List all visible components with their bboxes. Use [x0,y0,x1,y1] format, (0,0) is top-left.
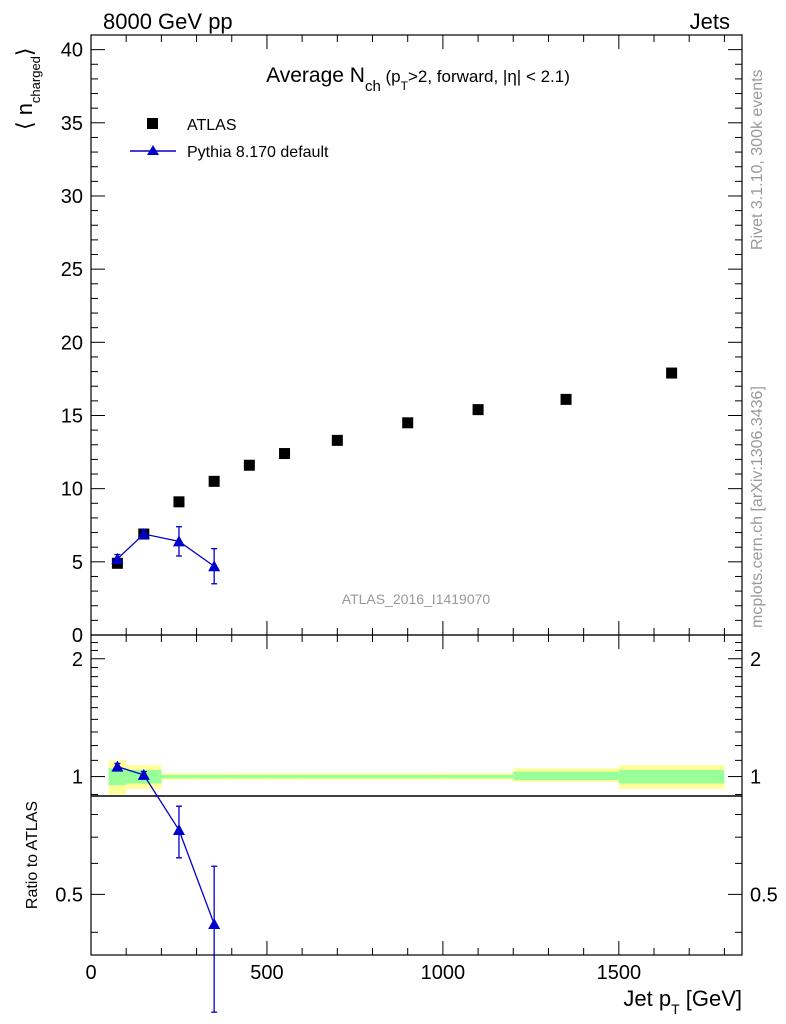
ratio-inner-band [196,774,232,779]
watermark: ATLAS_2016_I1419070 [342,591,491,607]
header-left: 8000 GeV pp [103,9,233,34]
x-tick-label: 1000 [421,962,466,984]
main-y-tick-label: 30 [61,186,83,208]
x-axis-label: Jet pT [GeV] [623,986,742,1017]
ratio-inner-band [231,774,267,779]
pythia-series-line [116,533,215,567]
ratio-panel: 0.5 0.5 1 1 2 2 0 500 1000 1500 Ratio to ATLAS Je… [24,634,778,1017]
ratio-inner-band [108,768,127,786]
pythia-point [111,552,124,564]
ratio-y-axis-label: Ratio to ATLAS [24,801,41,909]
pythia-point [172,535,185,547]
ratio-y-tick-label-right: 0.5 [750,884,778,906]
x-tick-label: 500 [250,962,283,984]
legend-label-atlas: ATLAS [187,117,237,134]
main-y-tick-label: 35 [61,113,83,135]
atlas-point [208,475,220,487]
main-y-tick-label: 25 [61,259,83,281]
title-detail-a: (p [381,67,401,86]
ratio-pythia-line [117,766,215,925]
x-axis-label-main: Jet p [623,986,671,1011]
ratio-y-tick-label-right: 1 [750,767,761,789]
ratio-pythia-point [208,918,221,930]
y-axis-label-main: ⟨ n [12,103,37,130]
legend-marker-pythia [147,145,159,155]
x-axis-label-unit: [GeV] [680,986,742,1011]
ratio-inner-band [302,774,373,779]
pythia-point [208,560,221,572]
x-tick-label: 0 [85,962,96,984]
chart-title: Average Nch (pT>2, forward, |η| < 2.1) [266,64,570,95]
ratio-pythia-point [172,824,185,836]
y-axis-label: ⟨ ncharged⟩ [12,47,43,130]
atlas-point [279,448,291,460]
legend-label-pythia: Pythia 8.170 default [187,144,329,161]
atlas-point [472,404,484,416]
y-axis-label-close: ⟩ [12,47,37,56]
pythia-point [137,528,150,540]
header-right: Jets [690,9,730,34]
ratio-inner-band [372,774,443,779]
title-detail-sub: T [401,79,409,93]
ratio-pythia-point [111,760,124,772]
ratio-inner-band [618,769,725,784]
title-main: Average N [266,64,365,87]
y-axis-label-sub: charged [28,56,43,103]
ratio-pythia-point [137,768,150,780]
main-y-tick-label: 0 [72,625,83,647]
ratio-inner-band [161,774,197,779]
atlas-point [331,434,343,446]
atlas-point [666,367,678,379]
atlas-point [243,459,255,471]
title-detail-b: >2, forward, |η| < 2.1) [408,67,570,86]
atlas-point [402,417,414,429]
ratio-inner-band [266,774,303,779]
main-y-tick-label: 15 [61,405,83,427]
ratio-y-tick-label-right: 2 [750,649,761,671]
main-y-tick-label: 5 [72,552,83,574]
ratio-inner-band [513,771,619,780]
ratio-inner-band [442,774,514,779]
ratio-y-tick-label: 2 [72,649,83,671]
side-rivet-label: Rivet 3.1.10, 300k events [749,69,766,250]
ratio-y-tick-label: 1 [72,767,83,789]
main-y-tick-label: 10 [61,479,83,501]
legend-marker-atlas [147,118,158,129]
ratio-frame [90,634,743,956]
main-y-tick-label: 40 [61,40,83,62]
x-tick-label: 1500 [597,962,642,984]
main-y-tick-label: 20 [61,332,83,354]
main-panel: 0 5 10 15 20 25 30 35 40 ATLAS_2016_I1419070 Ave… [12,34,743,647]
atlas-point [560,393,572,405]
ratio-y-tick-label: 0.5 [55,884,83,906]
atlas-point [173,496,185,508]
title-sub: ch [365,78,381,95]
legend: ATLAS Pythia 8.170 default [130,117,329,161]
x-axis-label-sub: T [671,1001,680,1017]
side-mcplots-label: mcplots.cern.ch [arXiv:1306.3436] [749,386,766,628]
